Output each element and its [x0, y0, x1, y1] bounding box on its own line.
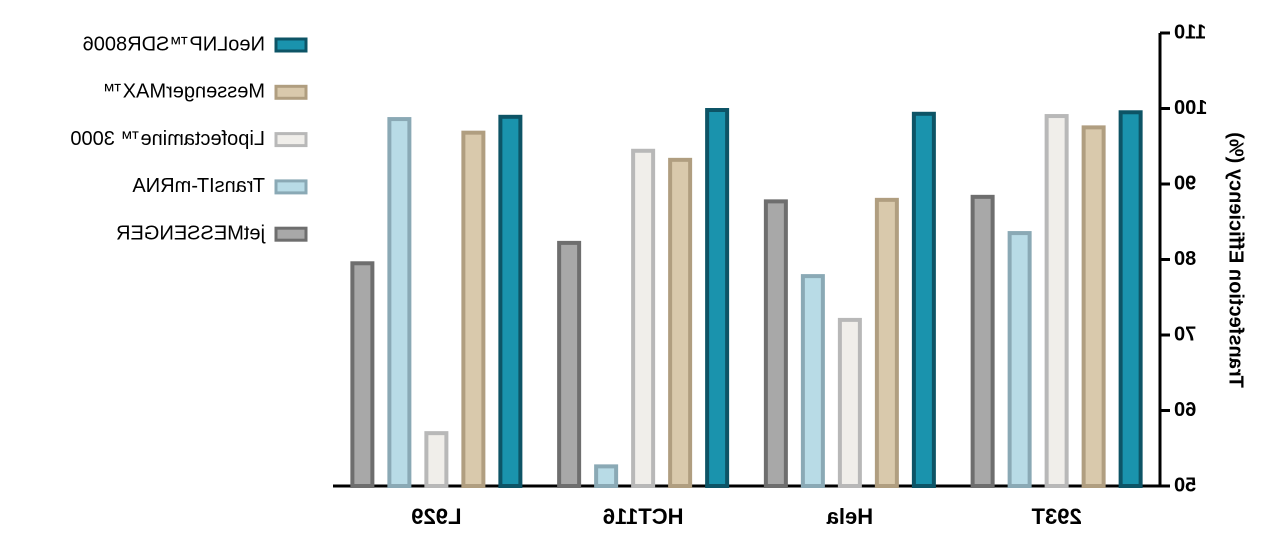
- legend-label: jetMESSENGER: [116, 222, 266, 244]
- bar: [631, 148, 656, 488]
- y-tick-label: 80: [1174, 248, 1196, 270]
- bar: [800, 274, 825, 488]
- bar: [911, 111, 936, 488]
- bar: [461, 130, 486, 488]
- legend-label: Lipofectamine™ 3000: [70, 128, 265, 150]
- y-tick-label: 60: [1174, 399, 1196, 421]
- bar: [763, 199, 788, 489]
- x-tick-label: L929: [411, 504, 461, 529]
- bar: [874, 197, 899, 488]
- bar: [1044, 114, 1069, 489]
- bar: [668, 157, 693, 488]
- bar: [1081, 125, 1106, 488]
- bar: [594, 464, 619, 488]
- bar: [970, 194, 995, 489]
- bar: [498, 114, 523, 489]
- bar: [424, 431, 449, 488]
- bar: [557, 240, 582, 488]
- y-tick-label: 100: [1174, 97, 1207, 119]
- y-tick-label: 110: [1174, 21, 1206, 43]
- x-tick-label: HCT116: [603, 504, 684, 529]
- y-tick-label: 50: [1174, 474, 1196, 496]
- y-tick-label: 70: [1174, 323, 1196, 345]
- y-tick-label: 90: [1174, 172, 1196, 194]
- legend-label: TransIT-mRNA: [132, 175, 265, 197]
- legend-label: NeoLNP™SDR8006: [83, 33, 265, 55]
- legend-swatch: [274, 37, 308, 53]
- bar: [837, 317, 862, 488]
- bar: [1118, 110, 1143, 489]
- bar: [1007, 231, 1032, 488]
- legend-swatch: [274, 84, 308, 100]
- y-axis-title: Transfection Efficiency (%): [1225, 132, 1247, 388]
- bar: [387, 117, 412, 488]
- bar: [350, 261, 375, 488]
- bar: [705, 108, 730, 488]
- legend-swatch: [274, 179, 308, 195]
- x-tick-label: Hela: [826, 504, 873, 529]
- legend-label: MessengerMAX™: [103, 81, 265, 103]
- legend-swatch: [274, 226, 308, 242]
- legend-swatch: [274, 132, 308, 148]
- x-tick-label: 293T: [1031, 504, 1082, 529]
